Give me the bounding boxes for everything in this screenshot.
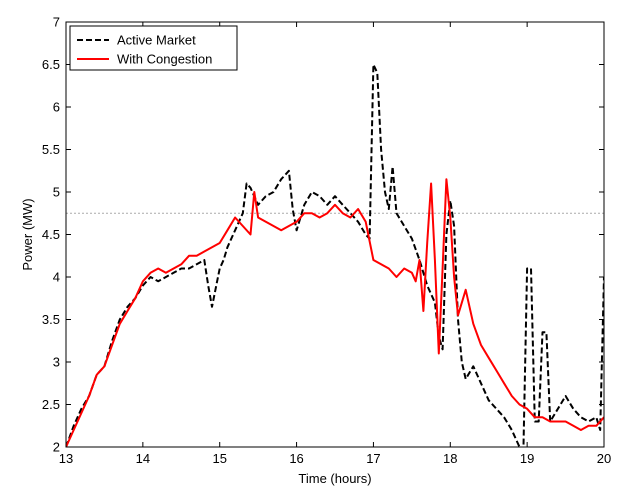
x-tick-label: 16 [289,451,303,466]
y-tick-label: 4 [53,270,60,285]
x-tick-label: 13 [59,451,73,466]
y-tick-label: 5 [53,185,60,200]
y-axis-title: Power (MW) [20,198,35,270]
y-tick-label: 7 [53,15,60,30]
x-tick-label: 19 [520,451,534,466]
y-tick-label: 6.5 [42,57,60,72]
plot-area [66,22,604,447]
legend: Active Market With Congestion [69,25,238,71]
series-layer [66,63,604,447]
x-tick-label: 17 [366,451,380,466]
x-tick-label: 18 [443,451,457,466]
series-line-active-market [66,63,604,447]
y-tick-label: 3.5 [42,312,60,327]
x-axis-title: Time (hours) [298,471,371,486]
y-axis-ticks: 2 2.5 3 3.5 4 4.5 5 5.5 6 6.5 7 [42,15,604,455]
y-tick-label: 4.5 [42,227,60,242]
y-tick-label: 2 [53,440,60,455]
x-tick-label: 14 [136,451,150,466]
y-tick-label: 5.5 [42,142,60,157]
x-tick-label: 20 [597,451,611,466]
y-tick-label: 3 [53,355,60,370]
legend-label-active-market: Active Market [117,33,196,48]
x-tick-label: 15 [212,451,226,466]
y-tick-label: 2.5 [42,397,60,412]
series-line-with-congestion [66,178,604,447]
x-axis-ticks: 13 14 15 16 17 18 19 20 [59,22,611,466]
legend-label-with-congestion: With Congestion [117,52,212,67]
y-tick-label: 6 [53,100,60,115]
legend-box [69,25,238,71]
